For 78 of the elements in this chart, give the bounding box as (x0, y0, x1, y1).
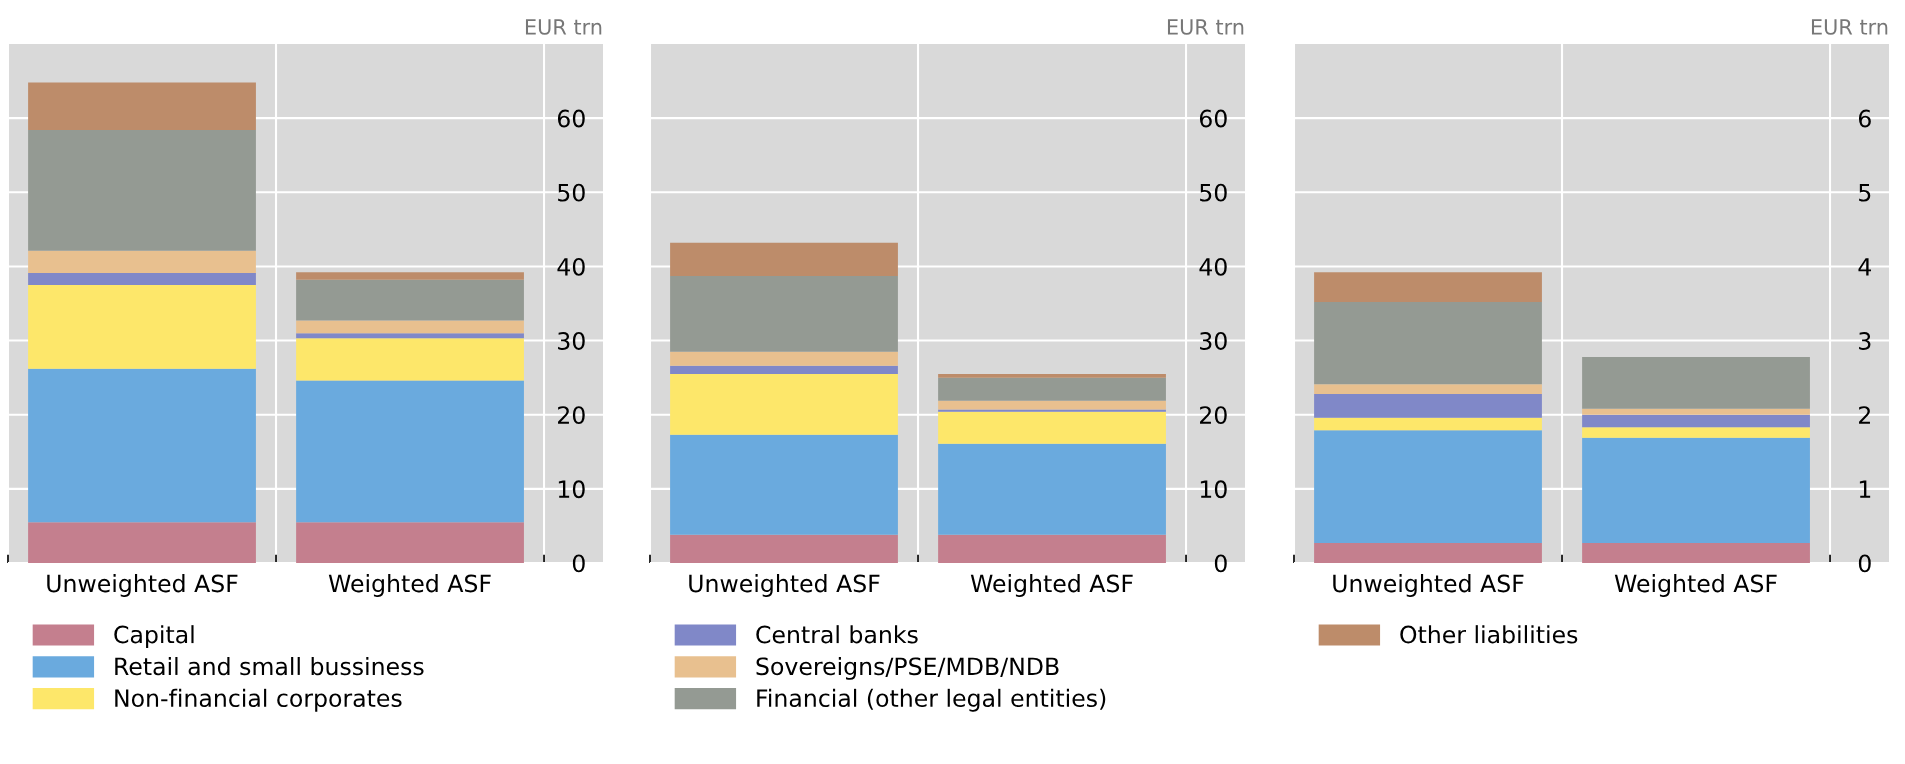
bar (938, 377, 1166, 401)
bar (1582, 542, 1810, 563)
bar (296, 320, 524, 334)
y-tick-label: 40 (557, 257, 585, 276)
x-tick-label: Weighted ASF (1614, 574, 1777, 597)
bar (1314, 542, 1542, 563)
bar (296, 279, 524, 321)
y-tick-label: 10 (558, 480, 585, 499)
bar (296, 338, 524, 381)
bar (296, 333, 524, 339)
bar (28, 250, 256, 274)
bar (1314, 302, 1542, 385)
bar (296, 380, 524, 523)
bar (28, 284, 256, 369)
bar (1582, 414, 1810, 428)
legend-label: Sovereigns/PSE/MDB/NDB (756, 656, 1059, 680)
y-tick-label: 20 (1200, 406, 1227, 425)
legend-label: Financial (other legal entities) (757, 688, 1106, 712)
y-tick-label: 50 (558, 183, 585, 202)
bar (938, 409, 1166, 412)
y-axis-title: EUR trn (1167, 19, 1244, 35)
y-tick-label: 40 (1199, 257, 1227, 276)
x-tick-label: Unweighted ASF (1333, 574, 1524, 597)
y-tick-label: 30 (558, 332, 585, 350)
y-tick-label: 1 (1859, 480, 1871, 498)
y-tick-label: 60 (557, 109, 585, 128)
y-tick-label: 5 (1859, 184, 1871, 202)
y-tick-label: 10 (1200, 480, 1227, 499)
bar (1314, 430, 1542, 543)
bar (28, 82, 256, 131)
y-axis-title: EUR trn (525, 19, 602, 35)
bar (670, 534, 898, 563)
bar (1582, 427, 1810, 438)
y-tick-label: 2 (1859, 406, 1870, 424)
bar (938, 411, 1166, 444)
bar (296, 272, 524, 280)
y-tick-label: 0 (1214, 554, 1227, 573)
bar (670, 351, 898, 366)
legend-label: Other liabilities (1400, 625, 1578, 644)
bar (1314, 417, 1542, 431)
bar (1314, 384, 1542, 394)
y-tick-label: 50 (1200, 183, 1227, 202)
bar (296, 522, 524, 563)
legend-label: Capital (114, 625, 194, 649)
bar (670, 373, 898, 435)
bar (670, 434, 898, 535)
y-tick-label: 0 (1858, 554, 1871, 573)
legend-label: Retail and small bussiness (115, 656, 424, 676)
bar (1582, 408, 1810, 415)
bar (28, 273, 256, 285)
bar (938, 534, 1166, 563)
bar (670, 242, 898, 277)
bar (938, 443, 1166, 535)
y-tick-label: 0 (572, 554, 585, 573)
y-tick-label: 20 (558, 406, 585, 425)
bar (28, 368, 256, 523)
bar (1582, 356, 1810, 409)
y-tick-label: 60 (1199, 109, 1227, 128)
x-tick-label: Weighted ASF (328, 574, 491, 597)
bar (1314, 272, 1542, 303)
bar (28, 130, 256, 251)
y-tick-label: 3 (1859, 332, 1871, 350)
bar (28, 522, 256, 563)
bar (938, 373, 1166, 378)
bar (1314, 393, 1542, 418)
legend-label: Non-financial corporates (115, 688, 402, 712)
x-tick-label: Unweighted ASF (47, 574, 238, 597)
x-tick-label: Unweighted ASF (689, 574, 880, 597)
y-tick-label: 30 (1200, 332, 1227, 350)
legend-label: Central banks (756, 625, 918, 644)
bar (670, 276, 898, 352)
y-axis-title: EUR trn (1811, 19, 1888, 35)
x-tick-label: Weighted ASF (970, 574, 1133, 597)
bar (938, 400, 1166, 410)
bar (670, 365, 898, 374)
y-tick-label: 4 (1858, 258, 1872, 276)
bar (1582, 437, 1810, 543)
y-tick-label: 6 (1858, 109, 1871, 128)
